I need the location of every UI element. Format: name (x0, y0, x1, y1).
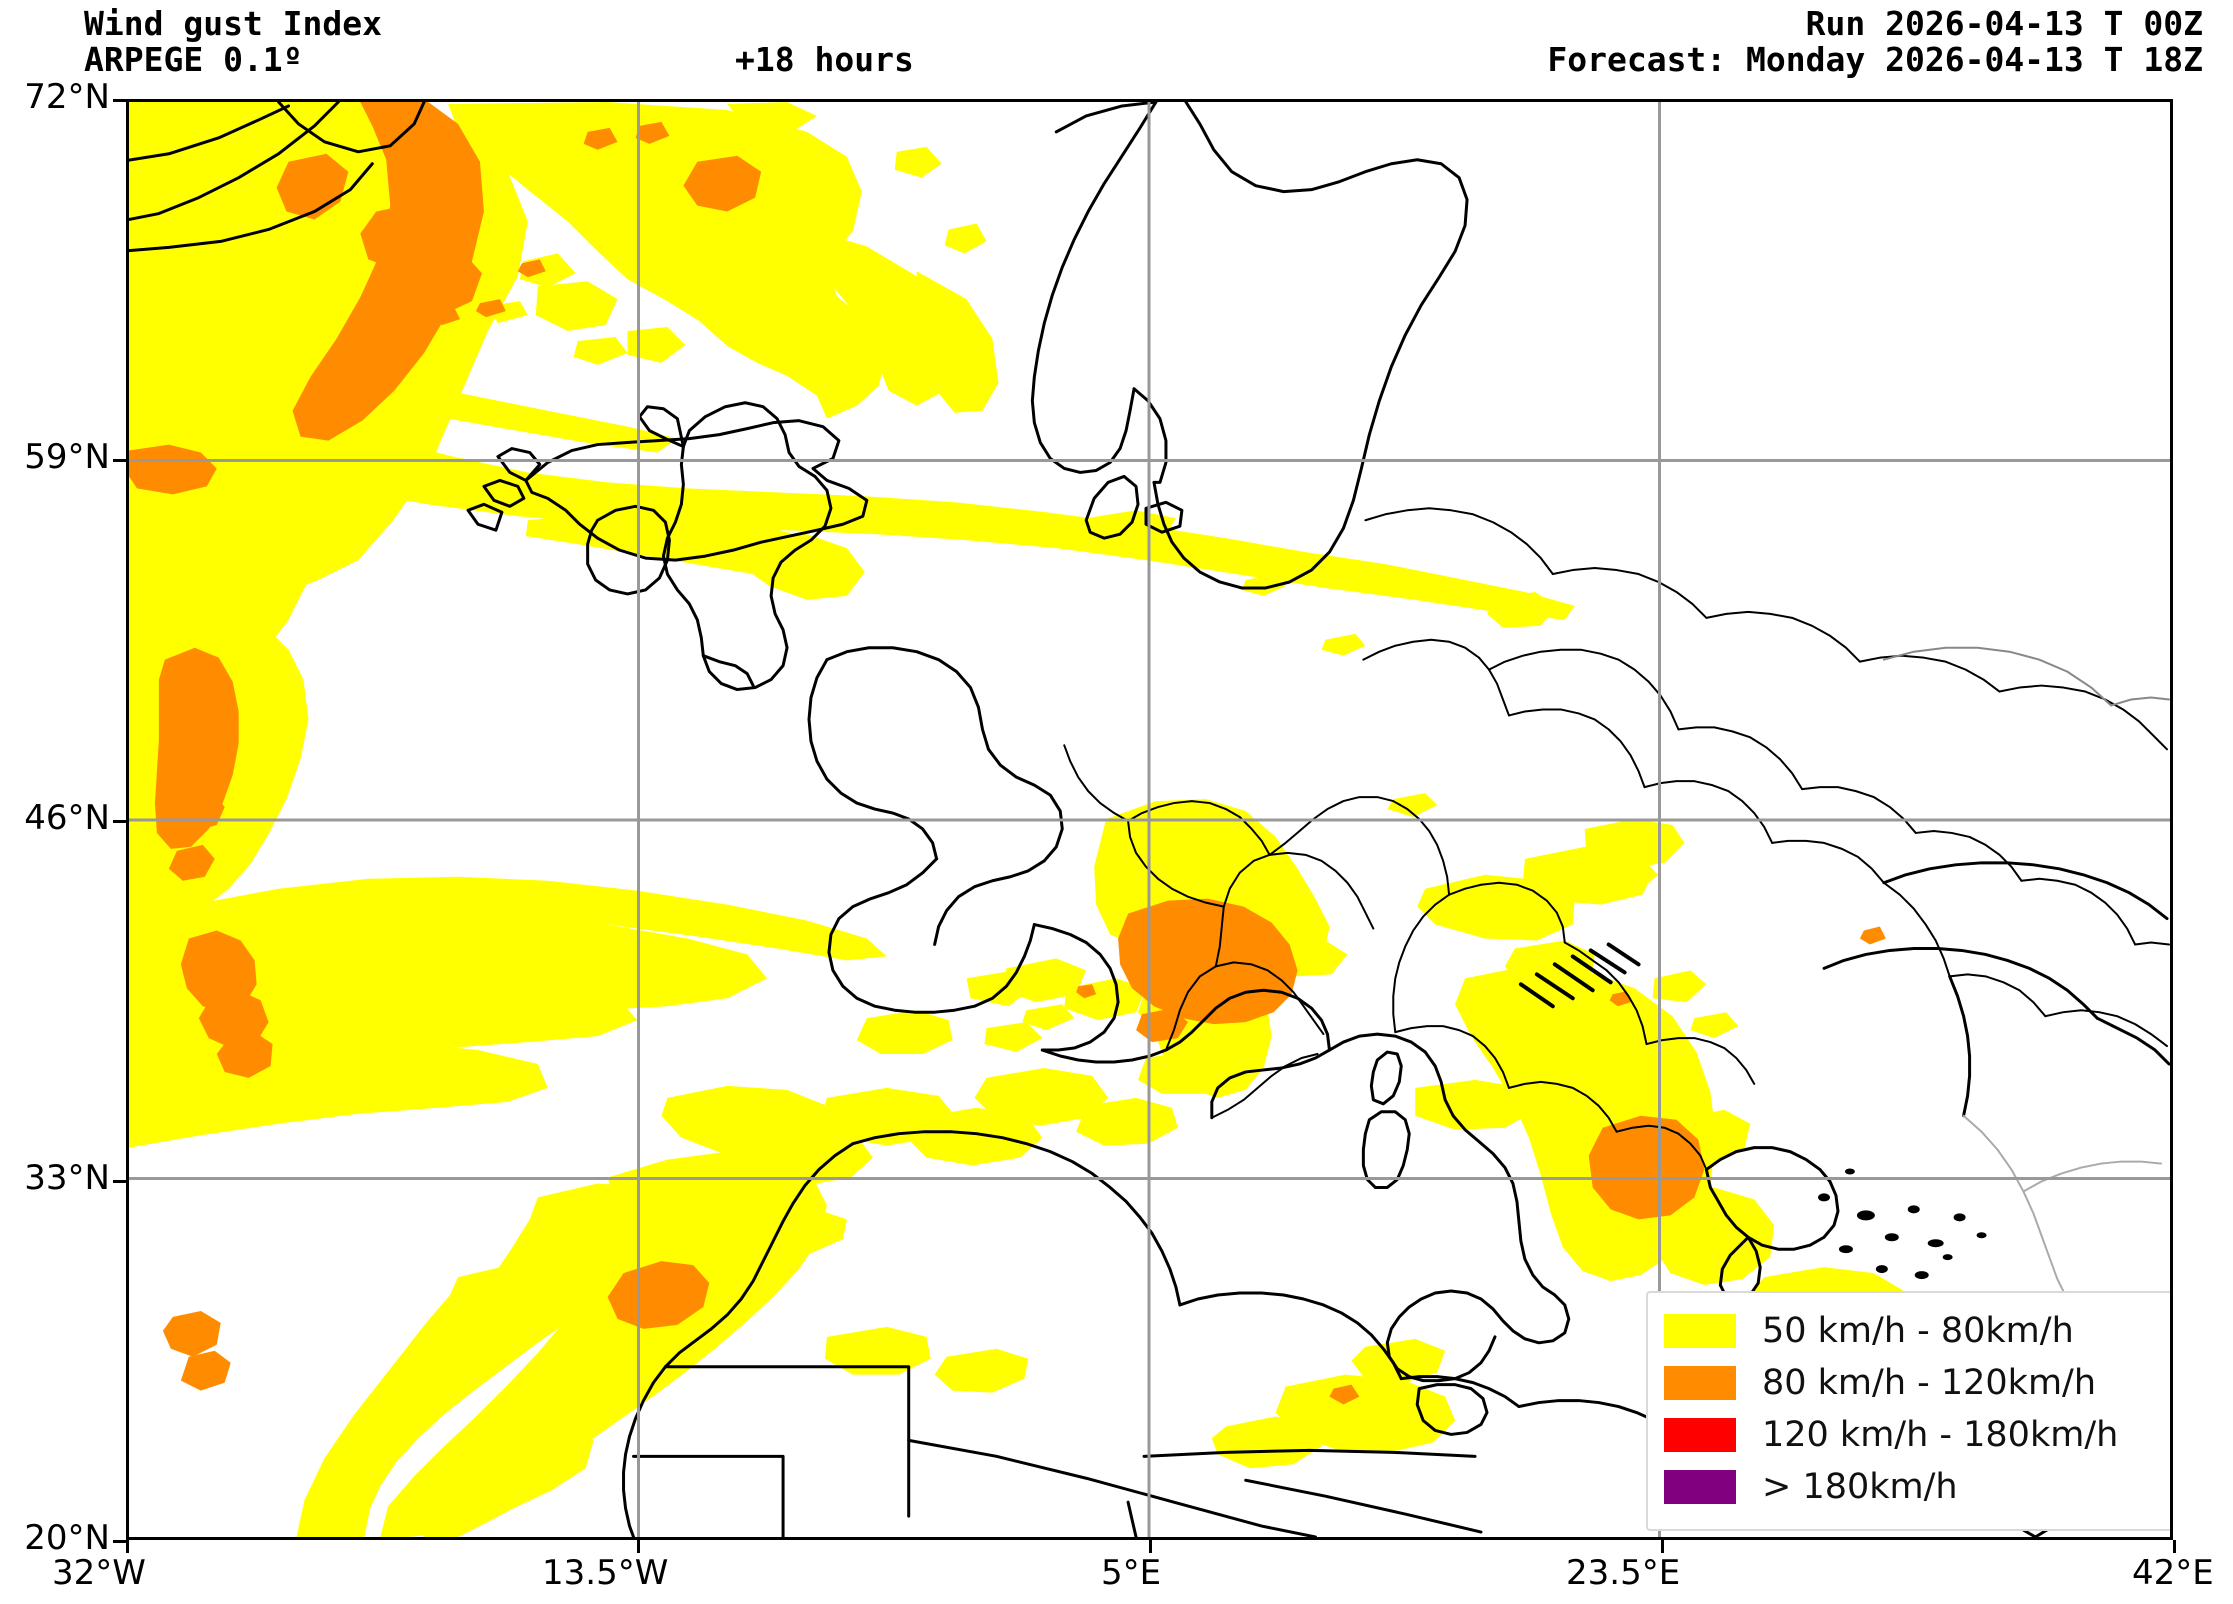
x-tick-mark (2173, 1540, 2176, 1553)
run-label: Run 2026-04-13 T 00Z (1805, 4, 2203, 43)
gust-band-80-120 (129, 102, 1886, 1405)
x-tick-label-23-5e: 23.5°E (1566, 1553, 1681, 1593)
legend-swatch-80-120 (1664, 1366, 1736, 1400)
y-tick-mark (113, 1540, 126, 1543)
legend-label-120-180: 120 km/h - 180km/h (1762, 1415, 2119, 1455)
legend-swatch-50-80 (1664, 1314, 1736, 1348)
x-tick-label-42e: 42°E (2132, 1553, 2214, 1593)
map-plot-area[interactable]: 50 km/h - 80km/h 80 km/h - 120km/h 120 k… (126, 99, 2173, 1540)
x-tick-mark (126, 1540, 129, 1553)
x-tick-mark (1149, 1540, 1152, 1553)
y-tick-mark (113, 1180, 126, 1183)
y-tick-label-59n: 59°N (24, 437, 110, 477)
y-tick-label-46n: 46°N (24, 798, 110, 838)
lead-time-label: +18 hours (735, 40, 914, 79)
legend-box: 50 km/h - 80km/h 80 km/h - 120km/h 120 k… (1646, 1291, 2170, 1531)
coastlines (129, 102, 2170, 1537)
y-tick-mark (113, 99, 126, 102)
legend-swatch-over-180 (1664, 1470, 1736, 1504)
legend-item: > 180km/h (1664, 1461, 2170, 1513)
legend-label-50-80: 50 km/h - 80km/h (1762, 1311, 2074, 1351)
map-canvas (129, 102, 2170, 1537)
map-gridlines (129, 102, 2170, 1537)
y-tick-label-20n: 20°N (24, 1518, 110, 1558)
forecast-label: Forecast: Monday 2026-04-13 T 18Z (1547, 40, 2203, 79)
x-tick-label-13-5w: 13.5°W (542, 1553, 669, 1593)
x-tick-label-5e: 5°E (1101, 1553, 1162, 1593)
y-tick-label-33n: 33°N (24, 1158, 110, 1198)
legend-item: 50 km/h - 80km/h (1664, 1305, 2170, 1357)
x-tick-mark (1661, 1540, 1664, 1553)
legend-label-over-180: > 180km/h (1762, 1467, 1958, 1507)
legend-item: 120 km/h - 180km/h (1664, 1409, 2170, 1461)
x-tick-label-32w: 32°W (52, 1553, 146, 1593)
y-tick-mark (113, 459, 126, 462)
legend-label-80-120: 80 km/h - 120km/h (1762, 1363, 2097, 1403)
legend-swatch-120-180 (1664, 1418, 1736, 1452)
x-tick-mark (637, 1540, 640, 1553)
legend-item: 80 km/h - 120km/h (1664, 1357, 2170, 1409)
y-tick-mark (113, 820, 126, 823)
model-label: ARPEGE 0.1º (84, 40, 303, 79)
page-title: Wind gust Index (84, 4, 383, 43)
y-tick-label-72n: 72°N (24, 77, 110, 117)
